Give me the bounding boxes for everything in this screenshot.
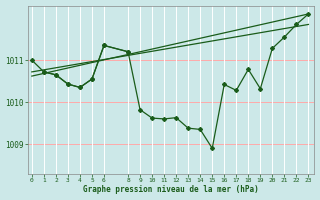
X-axis label: Graphe pression niveau de la mer (hPa): Graphe pression niveau de la mer (hPa) bbox=[84, 185, 259, 194]
